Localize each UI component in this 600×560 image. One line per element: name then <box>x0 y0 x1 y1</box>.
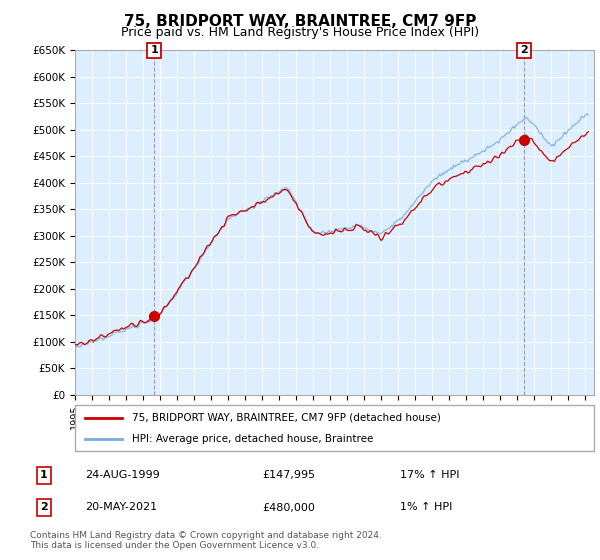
Text: 75, BRIDPORT WAY, BRAINTREE, CM7 9FP: 75, BRIDPORT WAY, BRAINTREE, CM7 9FP <box>124 14 476 29</box>
FancyBboxPatch shape <box>75 405 594 451</box>
Text: £147,995: £147,995 <box>262 470 315 480</box>
Text: 1% ↑ HPI: 1% ↑ HPI <box>400 502 452 512</box>
Text: 17% ↑ HPI: 17% ↑ HPI <box>400 470 460 480</box>
Text: HPI: Average price, detached house, Braintree: HPI: Average price, detached house, Brai… <box>132 435 373 444</box>
Text: 2: 2 <box>520 45 528 55</box>
Text: Contains HM Land Registry data © Crown copyright and database right 2024.
This d: Contains HM Land Registry data © Crown c… <box>30 531 382 550</box>
Text: 20-MAY-2021: 20-MAY-2021 <box>85 502 157 512</box>
Text: 1: 1 <box>40 470 47 480</box>
Text: Price paid vs. HM Land Registry's House Price Index (HPI): Price paid vs. HM Land Registry's House … <box>121 26 479 39</box>
Text: £480,000: £480,000 <box>262 502 315 512</box>
Text: 24-AUG-1999: 24-AUG-1999 <box>85 470 160 480</box>
Text: 75, BRIDPORT WAY, BRAINTREE, CM7 9FP (detached house): 75, BRIDPORT WAY, BRAINTREE, CM7 9FP (de… <box>132 413 441 423</box>
Text: 2: 2 <box>40 502 47 512</box>
Text: 1: 1 <box>150 45 158 55</box>
